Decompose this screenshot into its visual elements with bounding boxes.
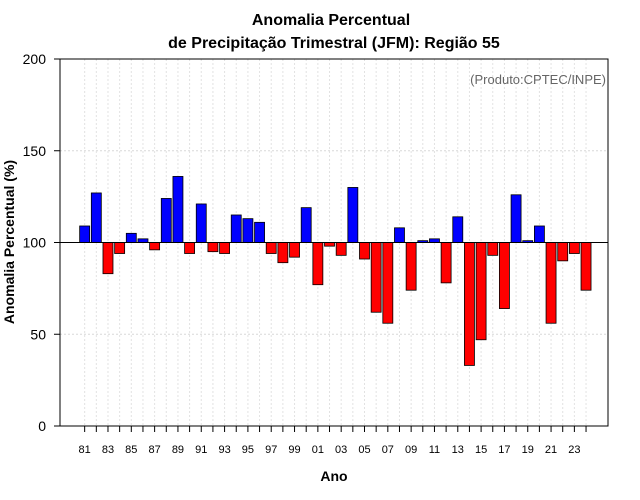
bar-2000: [300, 207, 312, 243]
bar-2002: [324, 242, 335, 247]
x-tick-label: 17: [498, 444, 510, 456]
bar-1990: [184, 242, 196, 254]
x-tick-label: 93: [218, 444, 230, 456]
bar-1987: [149, 242, 161, 251]
y-tick-label: 50: [30, 326, 46, 342]
bar-2014: [464, 242, 475, 366]
x-tick-label: 99: [288, 444, 300, 456]
bar-2011: [429, 238, 440, 243]
grid-lines: [60, 58, 608, 427]
x-tick-label: 15: [475, 444, 487, 456]
bar-1989: [172, 176, 184, 243]
chart-title-line2: de Precipitação Trimestral (JFM): Região…: [168, 35, 500, 52]
bar-1997: [265, 242, 277, 254]
y-tick-label: 200: [23, 51, 47, 67]
bar-1985: [125, 232, 137, 243]
bar-2015: [475, 242, 487, 341]
bar-2020: [534, 225, 545, 243]
bar-2007: [382, 242, 394, 324]
x-tick-label: 01: [312, 444, 324, 456]
bar-1992: [207, 242, 219, 253]
bar-2009: [405, 242, 417, 291]
bar-2022: [557, 242, 569, 262]
bar-1999: [289, 242, 300, 258]
bar-2013: [452, 216, 464, 243]
bar-2021: [545, 242, 557, 324]
x-tick-label: 95: [242, 444, 254, 456]
bar-1982: [90, 192, 102, 243]
x-tick-label: 13: [452, 444, 464, 456]
x-axis: 81 83 85 87 89 91 93 95 97 99 01 03 05 07 09 11 13 15 17 19…: [79, 426, 587, 456]
x-tick-label: 87: [148, 444, 160, 456]
bar-2012: [440, 242, 452, 284]
x-tick-label: 97: [265, 444, 277, 456]
bar-2001: [312, 242, 324, 286]
bar-2018: [510, 194, 522, 243]
x-tick-label: 21: [545, 444, 557, 456]
bar-2006: [370, 242, 382, 313]
y-tick-label: 150: [23, 143, 47, 159]
x-tick-label: 23: [568, 444, 580, 456]
x-tick-label: 19: [522, 444, 534, 456]
bar-1984: [114, 242, 126, 254]
credit-text: (Produto:CPTEC/INPE): [470, 72, 606, 87]
bar-1996: [254, 221, 265, 243]
x-tick-label: 89: [172, 444, 184, 456]
y-tick-label: 0: [38, 418, 46, 434]
bar-1981: [79, 225, 91, 243]
bar-2005: [359, 242, 370, 260]
bar-1988: [160, 198, 172, 243]
y-tick-label: 100: [23, 235, 47, 251]
bar-1994: [230, 214, 242, 243]
x-tick-label: 03: [335, 444, 347, 456]
bar-2004: [347, 187, 359, 243]
bar-2008: [394, 227, 405, 243]
bar-2024: [580, 242, 592, 291]
x-axis-label: Ano: [320, 468, 347, 484]
y-axis: 0 50 100 150 200: [23, 51, 60, 434]
bars: [79, 176, 592, 366]
x-tick-label: 83: [102, 444, 114, 456]
bar-1991: [195, 203, 207, 243]
x-tick-label: 07: [382, 444, 394, 456]
bar-1983: [102, 242, 114, 275]
bar-1993: [219, 242, 230, 254]
x-tick-label: 05: [358, 444, 370, 456]
bar-2023: [568, 242, 580, 254]
x-tick-label: 09: [405, 444, 417, 456]
x-tick-label: 11: [429, 444, 440, 456]
bar-1998: [277, 242, 289, 264]
chart-title-line1: Anomalia Percentual: [252, 12, 410, 29]
y-axis-label: Anomalia Percentual (%): [1, 160, 17, 324]
bar-2003: [335, 242, 347, 256]
bar-2017: [499, 242, 510, 309]
bar-1995: [242, 218, 254, 243]
bar-1986: [137, 238, 149, 243]
x-tick-label: 85: [125, 444, 137, 456]
x-tick-label: 81: [79, 444, 91, 456]
bar-2016: [487, 242, 499, 256]
x-tick-label: 91: [195, 444, 207, 456]
